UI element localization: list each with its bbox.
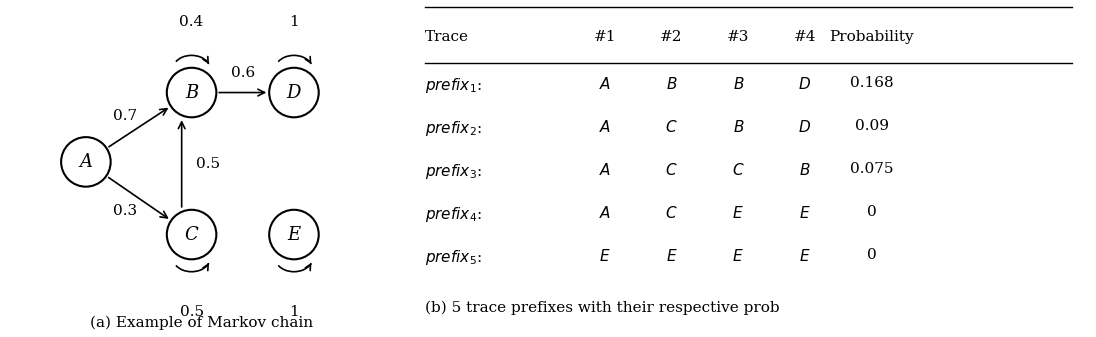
Text: 0.3: 0.3 [114, 205, 138, 218]
Text: 0.7: 0.7 [114, 109, 138, 123]
Text: $\mathit{C}$: $\mathit{C}$ [665, 119, 678, 135]
Circle shape [270, 210, 319, 259]
Text: $\mathit{A}$: $\mathit{A}$ [598, 76, 612, 92]
Text: 0.4: 0.4 [180, 14, 204, 29]
Text: $\mathit{B}$: $\mathit{B}$ [732, 119, 744, 135]
Circle shape [61, 137, 111, 187]
Text: $\mathit{B}$: $\mathit{B}$ [732, 76, 744, 92]
Text: $\mathit{C}$: $\mathit{C}$ [732, 162, 744, 178]
Text: 0.5: 0.5 [196, 157, 220, 171]
Text: 0.6: 0.6 [230, 66, 255, 80]
Text: #2: #2 [661, 30, 683, 44]
Text: 1: 1 [289, 305, 299, 319]
Text: 1: 1 [289, 14, 299, 29]
Text: $\mathit{B}$: $\mathit{B}$ [666, 76, 677, 92]
Text: A: A [79, 153, 92, 171]
Text: $\mathit{prefix}_{2}$:: $\mathit{prefix}_{2}$: [425, 119, 482, 138]
Text: #4: #4 [794, 30, 817, 44]
Text: 0.168: 0.168 [849, 76, 893, 90]
Text: $\mathit{A}$: $\mathit{A}$ [598, 205, 612, 221]
Text: (a) Example of Markov chain: (a) Example of Markov chain [90, 316, 313, 330]
Text: #3: #3 [727, 30, 750, 44]
Text: 0.09: 0.09 [855, 119, 889, 133]
Text: D: D [287, 84, 301, 101]
Text: $\mathit{D}$: $\mathit{D}$ [799, 119, 811, 135]
Text: $\mathit{prefix}_{1}$:: $\mathit{prefix}_{1}$: [425, 76, 482, 95]
Text: $\mathit{E}$: $\mathit{E}$ [732, 248, 744, 264]
Text: $\mathit{E}$: $\mathit{E}$ [600, 248, 610, 264]
Text: $\mathit{prefix}_{4}$:: $\mathit{prefix}_{4}$: [425, 205, 482, 224]
Text: 0: 0 [867, 248, 877, 262]
Text: $\mathit{E}$: $\mathit{E}$ [665, 248, 677, 264]
Circle shape [270, 68, 319, 117]
Text: 0.5: 0.5 [180, 305, 204, 319]
Text: 0.075: 0.075 [849, 162, 893, 176]
Text: $\mathit{C}$: $\mathit{C}$ [665, 205, 678, 221]
Text: C: C [185, 225, 198, 244]
Text: $\mathit{A}$: $\mathit{A}$ [598, 162, 612, 178]
Text: (b) 5 trace prefixes with their respective prob: (b) 5 trace prefixes with their respecti… [425, 301, 779, 315]
Text: E: E [287, 225, 300, 244]
Circle shape [167, 210, 216, 259]
Text: $\mathit{prefix}_{3}$:: $\mathit{prefix}_{3}$: [425, 162, 482, 181]
Circle shape [167, 68, 216, 117]
Text: 0: 0 [867, 205, 877, 219]
Text: $\mathit{D}$: $\mathit{D}$ [799, 76, 811, 92]
Text: Probability: Probability [830, 30, 914, 44]
Text: B: B [185, 84, 198, 101]
Text: #1: #1 [594, 30, 616, 44]
Text: $\mathit{A}$: $\mathit{A}$ [598, 119, 612, 135]
Text: $\mathit{C}$: $\mathit{C}$ [665, 162, 678, 178]
Text: $\mathit{prefix}_{5}$:: $\mathit{prefix}_{5}$: [425, 248, 482, 267]
Text: $\mathit{B}$: $\mathit{B}$ [799, 162, 811, 178]
Text: $\mathit{E}$: $\mathit{E}$ [732, 205, 744, 221]
Text: $\mathit{E}$: $\mathit{E}$ [799, 248, 811, 264]
Text: Trace: Trace [425, 30, 469, 44]
Text: $\mathit{E}$: $\mathit{E}$ [799, 205, 811, 221]
